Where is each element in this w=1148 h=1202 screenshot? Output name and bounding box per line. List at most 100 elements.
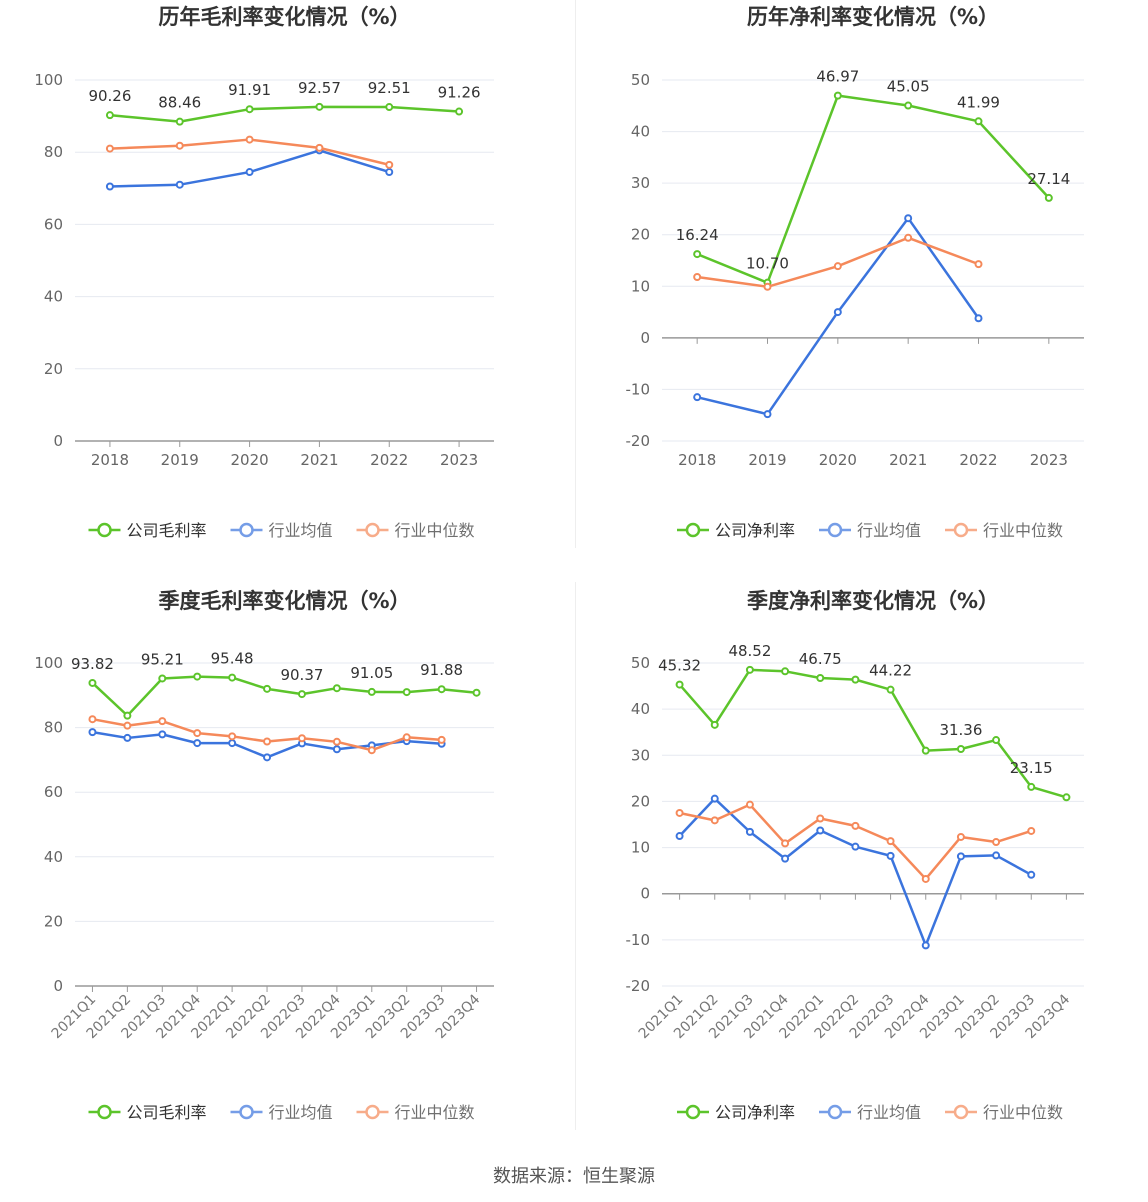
data-point-industry_median <box>816 814 825 823</box>
data-point-industry_median <box>158 717 167 726</box>
legend-marker <box>97 1104 112 1120</box>
data-point-company <box>816 673 825 682</box>
legend-marker <box>239 1104 254 1120</box>
data-point-industry_avg <box>816 826 825 835</box>
data-label: 44.22 <box>869 662 912 680</box>
data-point-company <box>693 250 702 259</box>
y-tick-label: -10 <box>626 931 651 949</box>
y-tick-label: 20 <box>631 226 650 244</box>
legend-label: 公司净利率 <box>715 521 795 540</box>
y-tick-label: 20 <box>44 360 63 378</box>
series-line-company <box>696 94 1050 284</box>
legend-item-company[interactable]: 公司毛利率 <box>88 1103 207 1122</box>
y-tick-label: 50 <box>631 71 650 89</box>
data-point-industry_avg <box>105 182 114 191</box>
y-tick-label: 40 <box>44 848 63 866</box>
chart-title: 历年毛利率变化情况（%） <box>158 5 410 29</box>
y-tick-label: 80 <box>44 719 63 737</box>
legend-item-industry_median[interactable]: 行业中位数 <box>356 521 475 540</box>
legend-item-industry_median[interactable]: 行业中位数 <box>945 1103 1063 1122</box>
data-point-industry_avg <box>228 739 237 748</box>
legend-label: 公司毛利率 <box>127 521 207 540</box>
legend-item-company[interactable]: 公司毛利率 <box>88 521 207 540</box>
series-line-company <box>109 105 460 123</box>
data-label: 46.97 <box>816 68 859 86</box>
chart-title: 历年净利率变化情况（%） <box>747 5 999 29</box>
legend-item-industry_avg[interactable]: 行业均值 <box>819 1103 921 1122</box>
legend-label: 行业均值 <box>269 521 333 540</box>
data-point-industry_avg <box>851 842 860 851</box>
x-tick-label: 2018 <box>91 451 129 469</box>
data-label: 27.14 <box>1027 170 1070 188</box>
legend-item-industry_avg[interactable]: 行业均值 <box>819 521 921 540</box>
data-label: 48.52 <box>728 642 771 660</box>
series-line-industry_avg <box>678 797 1032 947</box>
data-label: 45.32 <box>658 657 701 675</box>
data-point-industry_avg <box>921 941 930 950</box>
data-point-industry_median <box>710 816 719 825</box>
data-point-company <box>455 107 464 116</box>
data-point-industry_median <box>402 733 411 742</box>
data-source-note: 数据来源：恒生聚源 <box>493 1166 655 1187</box>
data-label: 45.05 <box>887 78 930 96</box>
data-point-company <box>158 674 167 683</box>
data-point-company <box>974 117 983 126</box>
data-point-industry_median <box>385 160 394 169</box>
legend-item-company[interactable]: 公司净利率 <box>677 1103 795 1122</box>
data-point-company <box>263 684 272 693</box>
legend-label: 行业中位数 <box>395 1103 475 1122</box>
data-point-industry_avg <box>193 739 202 748</box>
y-tick-label: -10 <box>626 380 651 398</box>
data-label: 91.05 <box>350 664 393 682</box>
data-point-industry_median <box>675 808 684 817</box>
data-point-industry_median <box>332 737 341 746</box>
data-point-industry_avg <box>263 753 272 762</box>
legend: 公司毛利率 行业均值 行业中位数 <box>88 521 475 540</box>
data-point-industry_median <box>297 734 306 743</box>
legend-item-company[interactable]: 公司净利率 <box>677 521 795 540</box>
series-line-company <box>678 668 1067 799</box>
data-point-industry_median <box>263 737 272 746</box>
legend-marker <box>365 522 380 538</box>
x-tick-label: 2021 <box>300 451 338 469</box>
data-point-industry_median <box>105 144 114 153</box>
data-point-industry_median <box>974 260 983 269</box>
legend-label: 公司净利率 <box>715 1103 795 1122</box>
data-point-company <box>904 101 913 110</box>
data-point-company <box>315 102 324 111</box>
x-tick-label: 2018 <box>678 451 716 469</box>
data-label: 31.36 <box>939 721 982 739</box>
legend-marker <box>953 522 969 538</box>
data-point-industry_avg <box>245 168 254 177</box>
data-point-industry_median <box>693 273 702 282</box>
data-point-company <box>956 745 965 754</box>
data-point-company <box>1027 782 1036 791</box>
chart-title: 季度毛利率变化情况（%） <box>158 589 410 613</box>
data-point-industry_median <box>437 735 446 744</box>
legend-marker <box>365 1104 380 1120</box>
y-tick-label: 100 <box>34 654 63 672</box>
data-point-industry_median <box>851 821 860 830</box>
legend-item-industry_avg[interactable]: 行业均值 <box>230 521 333 540</box>
data-point-industry_avg <box>1027 870 1036 879</box>
data-point-industry_median <box>956 832 965 841</box>
data-label: 92.51 <box>368 79 411 97</box>
y-tick-label: 40 <box>631 700 650 718</box>
legend-item-industry_avg[interactable]: 行业均值 <box>230 1103 333 1122</box>
data-point-industry_median <box>315 143 324 152</box>
y-tick-label: 40 <box>631 123 650 141</box>
legend-label: 行业中位数 <box>983 521 1063 540</box>
legend-item-industry_median[interactable]: 行业中位数 <box>356 1103 475 1122</box>
legend-item-industry_median[interactable]: 行业中位数 <box>945 521 1063 540</box>
x-tick-label: 2020 <box>230 451 268 469</box>
data-point-industry_median <box>123 721 132 730</box>
data-label: 91.26 <box>438 84 481 102</box>
data-label: 90.26 <box>88 87 131 105</box>
data-point-company <box>402 688 411 697</box>
x-tick-label: 2022 <box>959 451 997 469</box>
legend-marker <box>685 522 701 538</box>
vertical-divider-bottom <box>575 582 576 1130</box>
vertical-divider-top <box>575 0 576 548</box>
data-point-industry_median <box>228 732 237 741</box>
y-tick-label: 20 <box>44 912 63 930</box>
